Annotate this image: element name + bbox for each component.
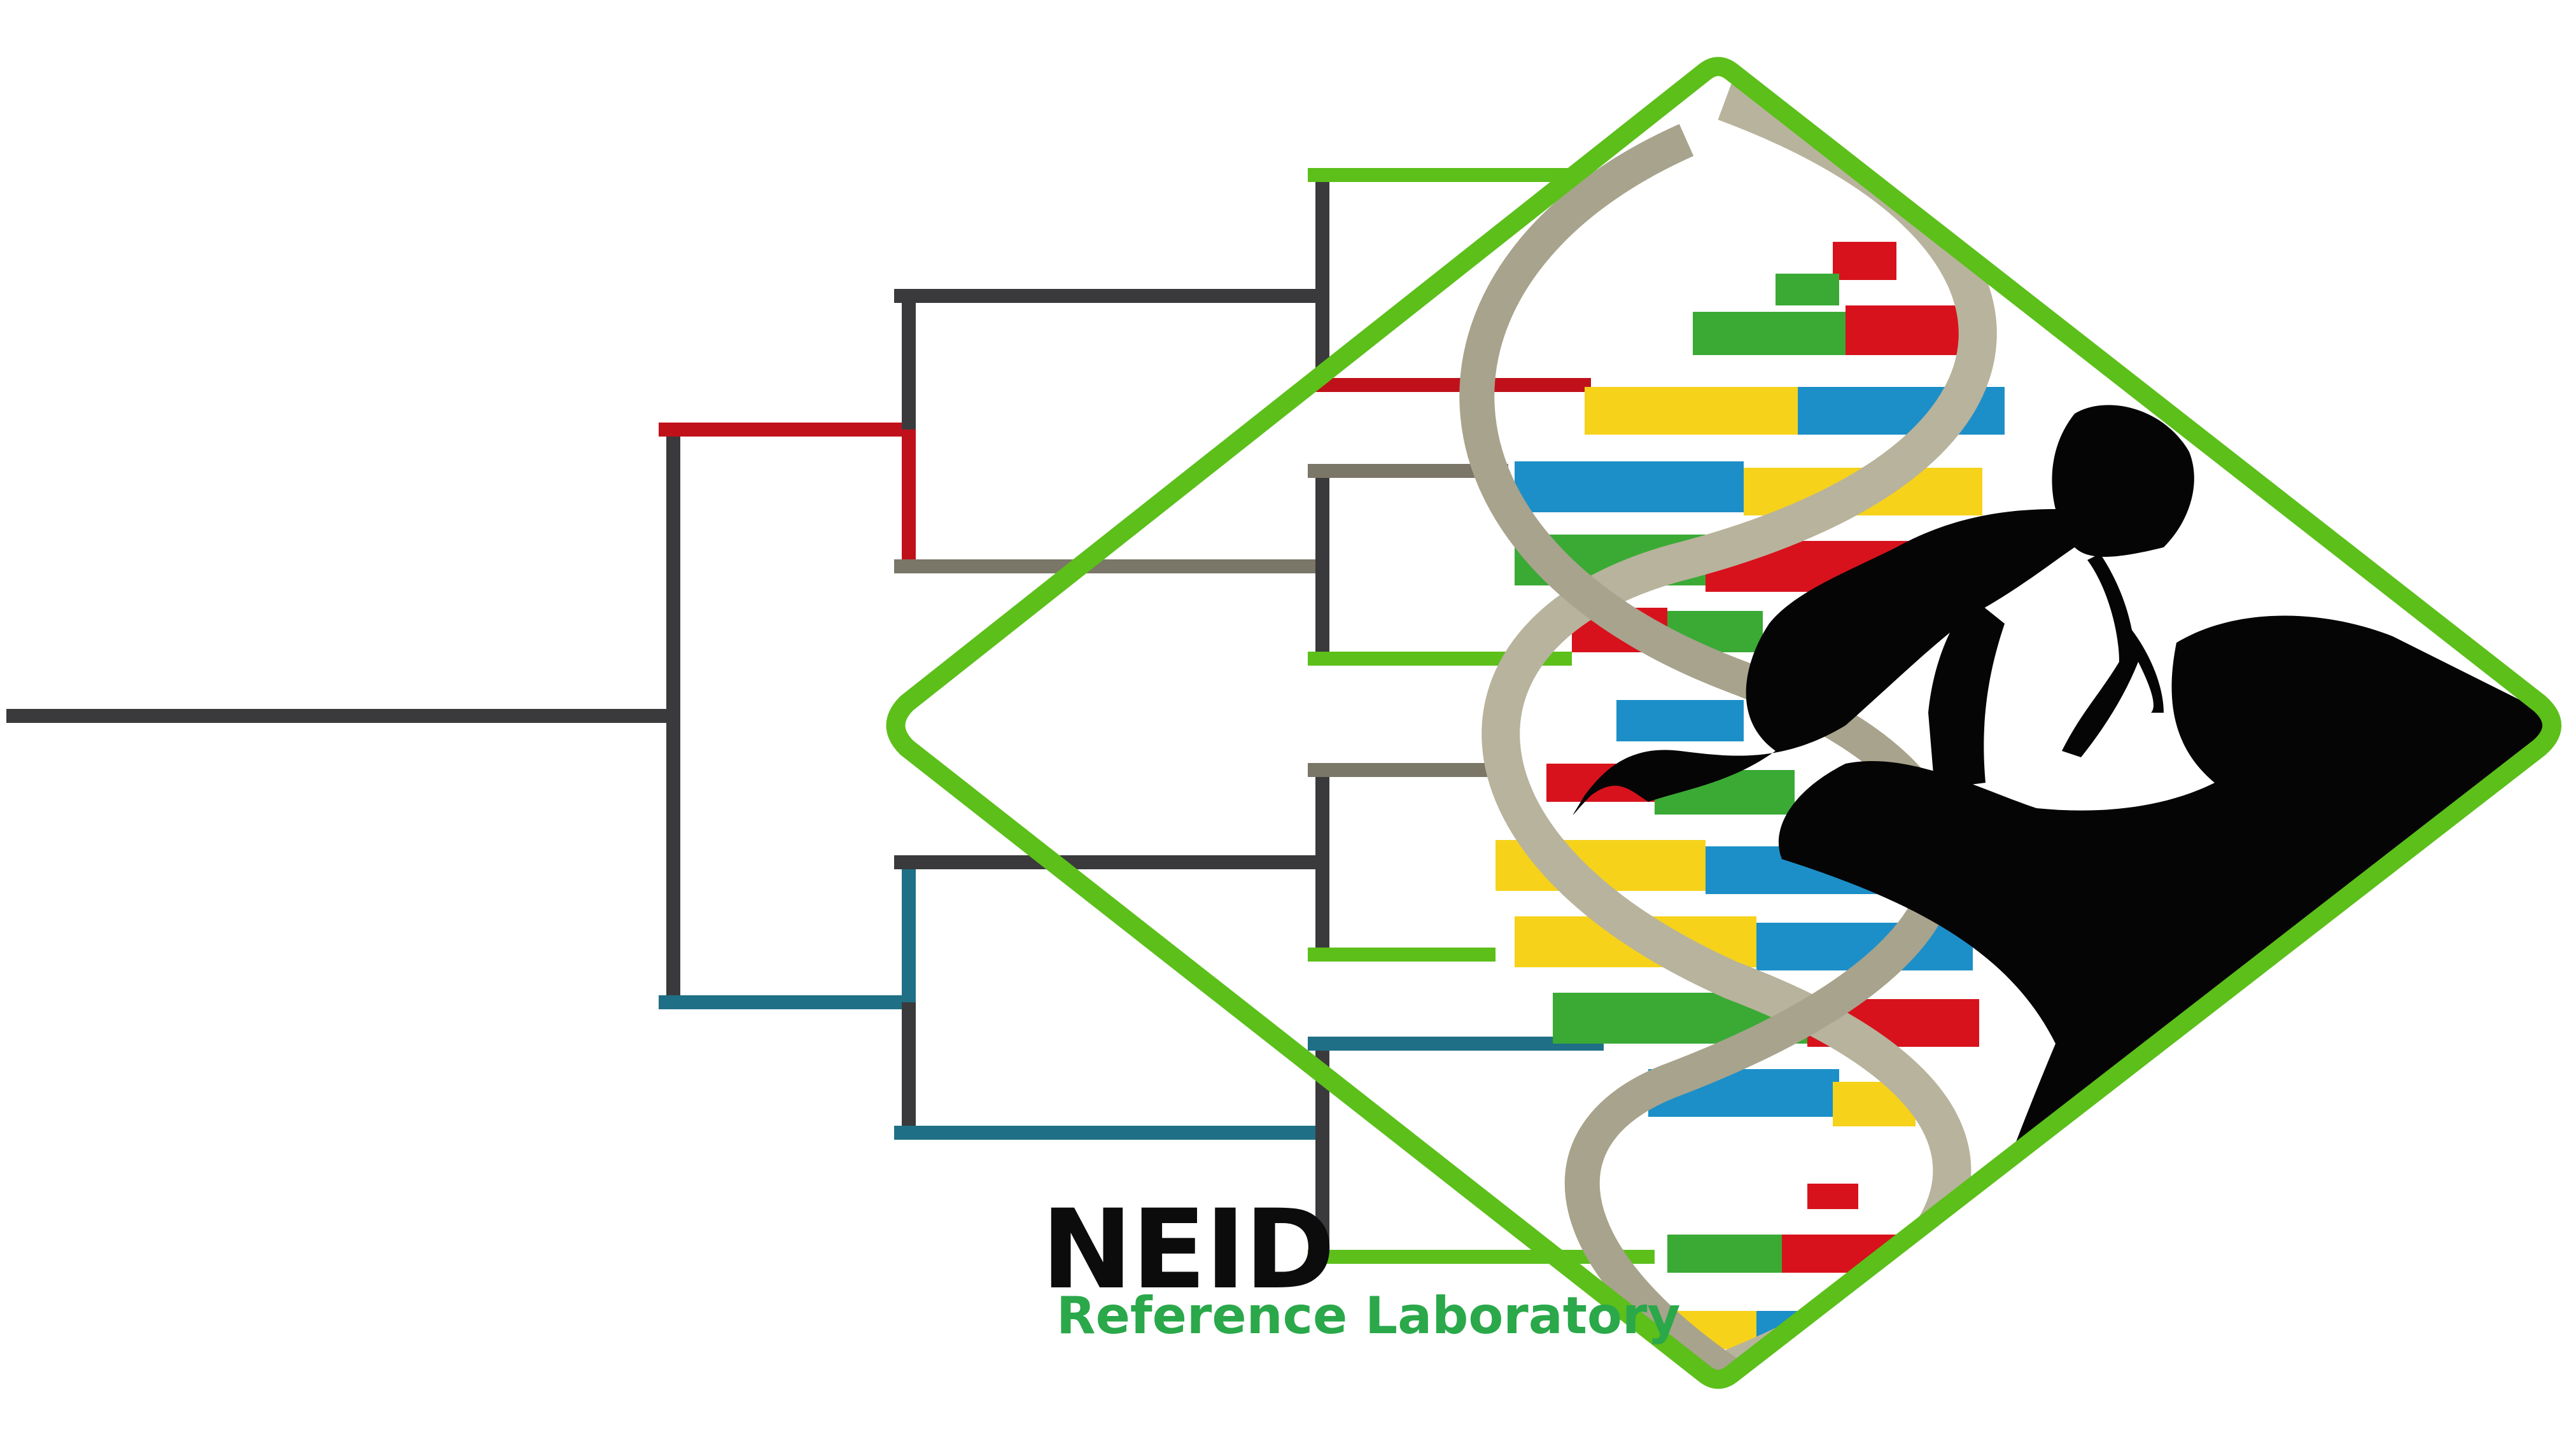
logo-title: NEID bbox=[1041, 1186, 1335, 1313]
adult-arm bbox=[1928, 598, 2005, 789]
phylogenetic-tree-icon bbox=[6, 168, 1655, 1264]
baby-arm bbox=[2062, 554, 2164, 757]
dna-helix-icon bbox=[1459, 83, 2005, 1380]
logo-subtitle: Reference Laboratory bbox=[1056, 1286, 1681, 1345]
diamond-frame-icon bbox=[886, 57, 2561, 1389]
baby-silhouette bbox=[1573, 405, 2194, 815]
